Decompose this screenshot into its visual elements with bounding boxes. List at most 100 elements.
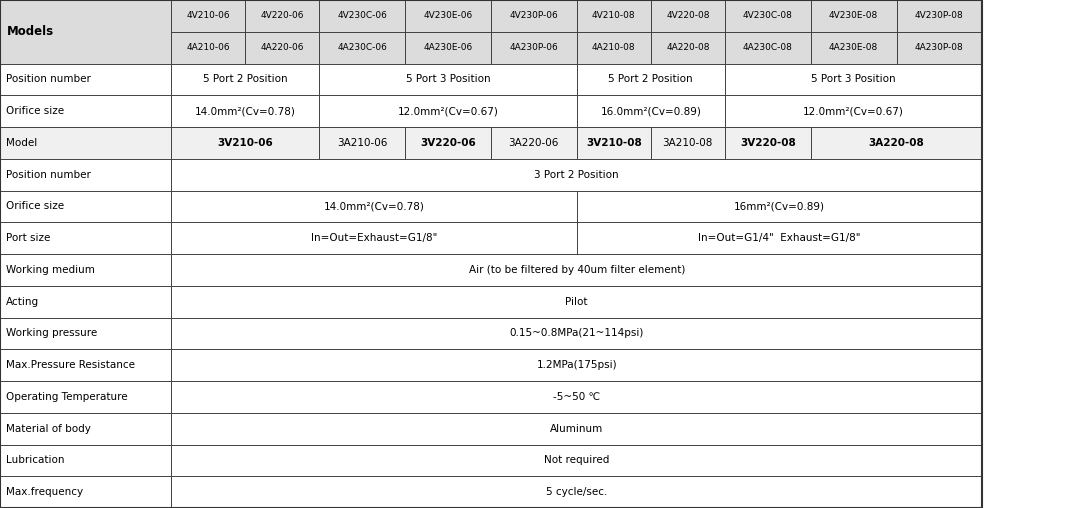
Bar [490,0,577,31]
Bar [171,350,983,381]
Text: Orifice size: Orifice size [6,201,65,211]
Bar [0,254,171,285]
Bar [650,127,725,158]
Bar [171,254,983,285]
Text: 5 Port 3 Position: 5 Port 3 Position [811,74,895,84]
Bar [0,190,171,223]
Bar [0,223,171,254]
Text: 4A220-06: 4A220-06 [260,43,304,52]
Text: 3 Port 2 Position: 3 Port 2 Position [534,170,619,180]
Bar [0,0,171,64]
Text: 4A230P-06: 4A230P-06 [510,43,559,52]
Text: 3A220-06: 3A220-06 [508,138,559,148]
Text: 4A210-06: 4A210-06 [187,43,230,52]
Text: 3A220-08: 3A220-08 [869,138,924,148]
Text: Orifice size: Orifice size [6,106,65,116]
Text: 4V210-08: 4V210-08 [592,11,635,20]
Bar [0,64,171,96]
Bar [650,0,725,31]
Text: 4V230P-06: 4V230P-06 [510,11,559,20]
Bar [245,31,320,64]
Bar [320,31,405,64]
Text: Acting: Acting [6,297,39,307]
Text: 4V220-06: 4V220-06 [260,11,304,20]
Text: Max.Pressure Resistance: Max.Pressure Resistance [6,360,135,370]
Bar [171,127,320,158]
Text: Operating Temperature: Operating Temperature [6,392,128,402]
Text: 4V210-06: 4V210-06 [187,11,230,20]
Text: Working pressure: Working pressure [6,328,98,338]
Text: 4A230C-06: 4A230C-06 [337,43,387,52]
Text: 12.0mm²(Cv=0.67): 12.0mm²(Cv=0.67) [803,106,904,116]
Bar [405,127,490,158]
Bar [650,31,725,64]
Bar [577,127,650,158]
Text: 4A230E-08: 4A230E-08 [829,43,878,52]
Bar [0,318,171,350]
Bar [897,31,983,64]
Text: 12.0mm²(Cv=0.67): 12.0mm²(Cv=0.67) [398,106,499,116]
Text: 14.0mm²(Cv=0.78): 14.0mm²(Cv=0.78) [195,106,295,116]
Bar [811,127,983,158]
Bar [171,190,577,223]
Bar [725,0,810,31]
Bar [171,223,577,254]
Text: 4V230C-08: 4V230C-08 [743,11,793,20]
Text: Air (to be filtered by 40um filter element): Air (to be filtered by 40um filter eleme… [469,265,684,275]
Bar [0,158,171,190]
Bar [490,31,577,64]
Bar [320,127,405,158]
Text: 5 Port 2 Position: 5 Port 2 Position [203,74,288,84]
Bar [171,381,983,412]
Bar [320,64,577,96]
Bar [0,127,171,158]
Text: 16mm²(Cv=0.89): 16mm²(Cv=0.89) [734,201,825,211]
Text: 4V230C-06: 4V230C-06 [337,11,387,20]
Bar [725,96,983,127]
Text: Model: Model [6,138,37,148]
Bar [405,31,490,64]
Bar [490,127,577,158]
Text: Material of body: Material of body [6,424,92,434]
Text: Working medium: Working medium [6,265,95,275]
Bar [577,190,983,223]
Bar [0,412,171,444]
Text: Lubrication: Lubrication [6,455,65,465]
Bar [0,350,171,381]
Bar [897,0,983,31]
Bar [811,0,897,31]
Text: 4A210-08: 4A210-08 [592,43,635,52]
Text: Not required: Not required [544,455,610,465]
Bar [171,285,983,318]
Text: 5 Port 2 Position: 5 Port 2 Position [609,74,693,84]
Text: 4A230P-08: 4A230P-08 [915,43,964,52]
Bar [171,477,983,508]
Bar [0,285,171,318]
Text: 4A230C-08: 4A230C-08 [743,43,793,52]
Bar [320,0,405,31]
Bar [0,96,171,127]
Bar [405,0,490,31]
Text: 4A220-08: 4A220-08 [666,43,710,52]
Bar [171,412,983,444]
Text: -5~50 ℃: -5~50 ℃ [553,392,600,402]
Bar [171,444,983,477]
Text: 4V220-08: 4V220-08 [666,11,710,20]
Text: Max.frequency: Max.frequency [6,487,83,497]
Text: 4V230E-06: 4V230E-06 [423,11,472,20]
Bar [577,31,650,64]
Bar [577,96,725,127]
Text: 0.15~0.8MPa(21~114psi): 0.15~0.8MPa(21~114psi) [510,328,644,338]
Text: 3V210-06: 3V210-06 [217,138,273,148]
Text: 3V220-08: 3V220-08 [740,138,795,148]
Bar [577,223,983,254]
Text: 3A210-06: 3A210-06 [337,138,387,148]
Text: 3A210-08: 3A210-08 [663,138,713,148]
Text: 3V220-06: 3V220-06 [420,138,475,148]
Text: 4V230P-08: 4V230P-08 [915,11,964,20]
Bar [811,31,897,64]
Text: 4V230E-08: 4V230E-08 [829,11,878,20]
Text: Aluminum: Aluminum [550,424,603,434]
Text: Models: Models [6,25,53,38]
Text: 5 cycle/sec.: 5 cycle/sec. [546,487,608,497]
